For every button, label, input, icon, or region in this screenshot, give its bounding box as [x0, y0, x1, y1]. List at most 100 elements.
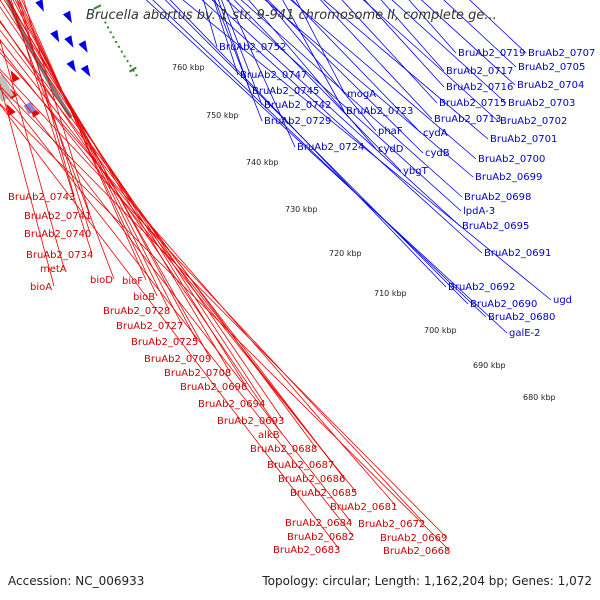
gene-label[interactable]: cydD: [378, 144, 404, 155]
gene-label[interactable]: BruAb2_0686: [278, 474, 345, 485]
gene-label[interactable]: BruAb2_0724: [297, 142, 364, 153]
gene-label[interactable]: BruAb2_0680: [488, 312, 555, 323]
topology-summary: Topology: circular; Length: 1,162,204 bp…: [262, 574, 592, 588]
gene-label[interactable]: BruAb2_0734: [26, 250, 93, 261]
gene-label[interactable]: BruAb2_0705: [518, 62, 585, 73]
gene-label[interactable]: BruAb2_0685: [290, 488, 357, 499]
gene-label[interactable]: BruAb2_0740: [24, 229, 91, 240]
gene-label[interactable]: lpdA-3: [463, 206, 495, 217]
gene-label[interactable]: BruAb2_0693: [217, 416, 284, 427]
gene-label[interactable]: BruAb2_0692: [448, 282, 515, 293]
leader-line: [214, 0, 263, 122]
tick-dot-rings: [93, 4, 138, 77]
gene-label[interactable]: BruAb2_0687: [267, 460, 334, 471]
gene-label[interactable]: BruAb2_0745: [252, 86, 319, 97]
gene-label[interactable]: BruAb2_0742: [264, 100, 331, 111]
gene-label[interactable]: BruAb2_0719: [458, 48, 525, 59]
gene-label[interactable]: BruAb2_0729: [264, 116, 331, 127]
gene-label[interactable]: BruAb2_0717: [446, 66, 513, 77]
gene-label[interactable]: ugd: [553, 295, 572, 306]
gene-label[interactable]: BruAb2_0701: [490, 134, 557, 145]
gene-label[interactable]: BruAb2_0743: [8, 192, 75, 203]
tick-mark: [128, 66, 137, 73]
gene-label[interactable]: BruAb2_0727: [116, 321, 183, 332]
gene-label[interactable]: BruAb2_0702: [500, 116, 567, 127]
tick-dot: [112, 36, 115, 39]
gene-label[interactable]: BruAb2_0752: [219, 42, 286, 53]
kbp-label-750: 750 kbp: [206, 111, 239, 120]
gene-label[interactable]: BruAb2_0725: [131, 337, 198, 348]
gene-label[interactable]: BruAb2_0728: [103, 306, 170, 317]
kbp-label-710: 710 kbp: [374, 289, 407, 298]
gene-label[interactable]: BruAb2_0696: [180, 382, 247, 393]
tick-dot: [107, 26, 109, 29]
gene-label[interactable]: BruAb2_0672: [358, 519, 425, 530]
gene-arrow: [10, 70, 20, 83]
leader-line: [233, 0, 402, 172]
gene-label[interactable]: BruAb2_0688: [250, 444, 317, 455]
gene-label[interactable]: BruAb2_0704: [517, 80, 584, 91]
leader-line: [362, 0, 499, 122]
gene-label[interactable]: BruAb2_0695: [462, 221, 529, 232]
gene-label[interactable]: metA: [40, 264, 67, 275]
feature-block: [23, 101, 36, 115]
gene-label[interactable]: BruAb2_0716: [446, 82, 513, 93]
gene-label[interactable]: BruAb2_0669: [380, 533, 447, 544]
gene-label[interactable]: bioB: [133, 292, 155, 303]
tick-mark: [93, 4, 102, 10]
gene-label[interactable]: BruAb2_0683: [273, 545, 340, 556]
kbp-label-760: 760 kbp: [172, 63, 205, 72]
gene-label[interactable]: bioF: [122, 276, 143, 287]
gene-label[interactable]: ybgT: [403, 166, 429, 177]
gene-label[interactable]: BruAb2_0715: [439, 98, 506, 109]
leader-line: [0, 82, 55, 287]
gene-label[interactable]: cydA: [423, 128, 448, 139]
leader-line: [169, 0, 447, 288]
map-title: Brucella abortus bv. 1 str. 9-941 chromo…: [86, 8, 497, 23]
gene-label[interactable]: BruAb2_0681: [330, 502, 397, 513]
leader-line: [182, 0, 552, 301]
accession-text: Accession: NC_006933: [8, 574, 145, 588]
gene-label[interactable]: bioD: [90, 275, 113, 286]
gene-label[interactable]: galE-2: [509, 328, 541, 339]
gene-label[interactable]: BruAb2_0703: [508, 98, 575, 109]
kbp-label-700: 700 kbp: [424, 326, 457, 335]
gene-label[interactable]: BruAb2_0723: [346, 106, 413, 117]
gene-label[interactable]: phaF: [378, 126, 403, 137]
gene-label[interactable]: BruAb2_0698: [464, 192, 531, 203]
tick-dot: [104, 21, 107, 24]
leader-line: [0, 68, 425, 524]
gene-label[interactable]: mogA: [347, 89, 376, 100]
leader-line: [267, 0, 424, 154]
leader-line: [323, 0, 489, 140]
gene-label[interactable]: BruAb2_0708: [164, 368, 231, 379]
gene-label[interactable]: BruAb2_0682: [287, 532, 354, 543]
leader-line: [0, 87, 354, 537]
kbp-label-740: 740 kbp: [246, 158, 279, 167]
gene-label[interactable]: BruAb2_0694: [198, 399, 265, 410]
gene-label[interactable]: BruAb2_0747: [240, 70, 307, 81]
gene-label[interactable]: BruAb2_0690: [470, 299, 537, 310]
leader-line: [211, 0, 461, 227]
gene-label[interactable]: BruAb2_0707: [528, 48, 595, 59]
forward-gene-labels: BruAb2_0752 BruAb2_0747 BruAb2_0745 mogA…: [219, 42, 595, 339]
gene-label[interactable]: cydB: [425, 148, 450, 159]
gene-label[interactable]: BruAb2_0668: [383, 546, 450, 557]
gene-label[interactable]: BruAb2_0699: [475, 172, 542, 183]
leader-line: [226, 0, 462, 212]
leader-line: [291, 0, 422, 134]
gene-label[interactable]: BruAb2_0684: [285, 518, 352, 529]
leader-line: [0, 19, 283, 435]
gene-label[interactable]: BruAb2_0700: [478, 154, 545, 165]
leader-line: [0, 29, 334, 465]
gene-label[interactable]: BruAb2_0741: [24, 211, 91, 222]
gene-label[interactable]: bioA: [30, 282, 52, 293]
gene-label[interactable]: BruAb2_0709: [144, 354, 211, 365]
gene-features[interactable]: [0, 0, 91, 118]
leader-line: [8, 0, 115, 280]
gene-label[interactable]: BruAb2_0713: [434, 114, 501, 125]
gene-label[interactable]: BruAb2_0691: [484, 248, 551, 259]
leader-line: [290, 0, 477, 160]
gene-label[interactable]: alkB: [258, 430, 280, 441]
